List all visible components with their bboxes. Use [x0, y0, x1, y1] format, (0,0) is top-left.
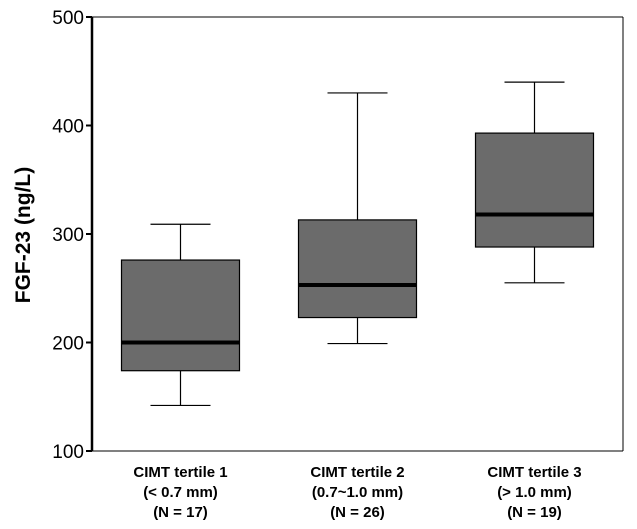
x-category-label: (N = 19)	[507, 504, 562, 521]
y-tick-label: 500	[52, 8, 84, 29]
x-category-label: (N = 26)	[330, 504, 385, 521]
x-category-label: (0.7~1.0 mm)	[312, 484, 403, 501]
x-axis-labels: CIMT tertile 1 (< 0.7 mm) (N = 17) CIMT ter…	[133, 464, 581, 521]
x-category-label: (< 0.7 mm)	[143, 484, 218, 501]
y-tick-label: 300	[52, 225, 84, 246]
x-category-label: CIMT tertile 1	[133, 464, 227, 481]
box-iqr	[120, 259, 241, 372]
x-category-label: CIMT tertile 3	[487, 464, 581, 481]
plot-frame	[92, 16, 624, 452]
box-iqr	[474, 132, 595, 248]
x-category-label: (> 1.0 mm)	[497, 484, 572, 501]
box-series	[120, 81, 595, 407]
box-iqr	[297, 219, 418, 319]
box-group	[474, 81, 595, 284]
y-axis: 100 200 300 400 500	[52, 8, 94, 463]
y-tick-label: 400	[52, 117, 84, 138]
y-axis-title: FGF-23 (ng/L)	[12, 167, 35, 303]
x-category-label: CIMT tertile 2	[310, 464, 404, 481]
box-group	[120, 223, 241, 407]
box-group	[297, 92, 418, 345]
x-category-label: (N = 17)	[153, 504, 208, 521]
y-tick-label: 200	[52, 334, 84, 355]
y-tick-label: 100	[52, 442, 84, 463]
